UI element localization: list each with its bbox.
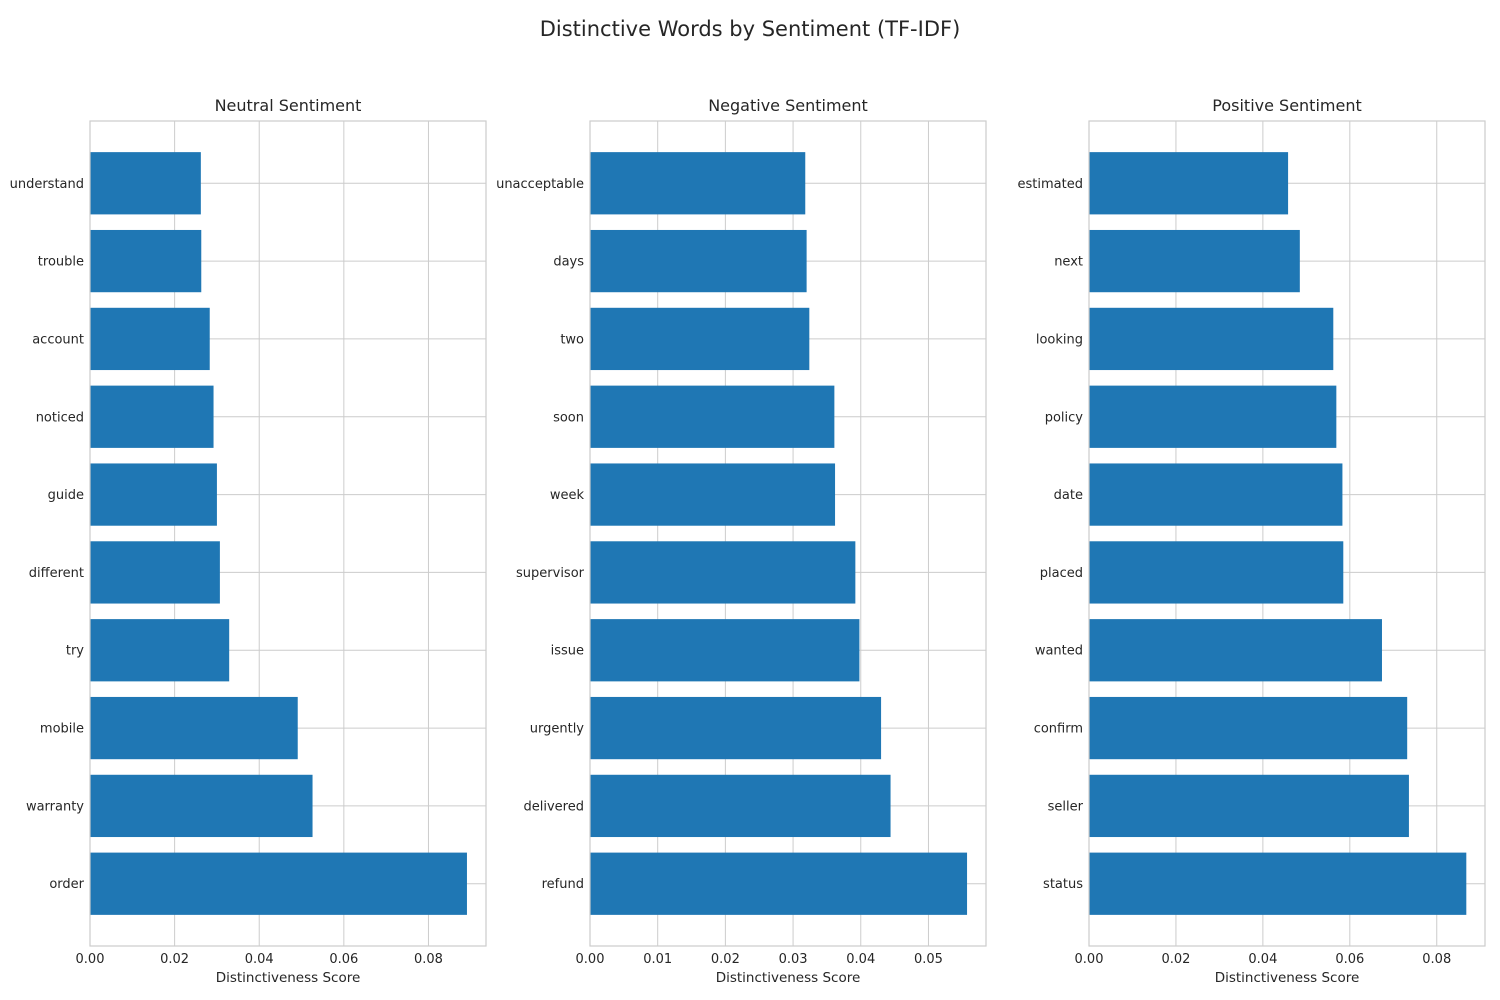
x-tick-label: 0.00	[576, 952, 605, 967]
bar-days	[590, 229, 807, 293]
y-tick-label: account	[32, 332, 84, 347]
bar-refund	[590, 852, 968, 915]
y-tick-label: mobile	[40, 722, 84, 737]
y-tick-label: urgently	[530, 722, 585, 737]
bar-looking	[1089, 307, 1334, 371]
y-tick-label: warranty	[26, 799, 84, 814]
x-axis-label: Distinctiveness Score	[716, 970, 861, 986]
y-tick-label: seller	[1048, 799, 1084, 814]
y-tick-label: guide	[48, 488, 84, 503]
x-axis-label: Distinctiveness Score	[1215, 970, 1360, 986]
y-tick-label: confirm	[1034, 722, 1083, 737]
bar-placed	[1089, 541, 1344, 604]
y-tick-label: try	[66, 644, 84, 659]
x-tick-label: 0.04	[1248, 952, 1277, 967]
axes-frame	[1088, 120, 1486, 947]
bar-seller	[1089, 774, 1409, 838]
x-tick-label: 0.03	[779, 952, 808, 967]
bar-guide	[90, 463, 217, 526]
bar-trouble	[90, 229, 202, 293]
axes-frame	[589, 120, 987, 947]
y-tick-label: days	[553, 255, 584, 270]
y-tick-label: unacceptable	[496, 177, 584, 192]
y-tick-label: wanted	[1035, 644, 1083, 659]
x-tick-label: 0.02	[160, 952, 189, 967]
bar-supervisor	[590, 541, 856, 604]
x-tick-label: 0.01	[643, 952, 672, 967]
bar-understand	[90, 152, 201, 215]
chart-neutral: understand trouble account noticed guide diff…	[10, 96, 487, 986]
y-tick-label: next	[1054, 255, 1083, 270]
bar-different	[90, 541, 220, 604]
x-tick-label: 0.08	[1422, 952, 1451, 967]
y-tick-label: delivered	[524, 799, 584, 814]
bar-mobile	[90, 696, 298, 760]
axes-frame	[89, 120, 487, 947]
bar-issue	[590, 619, 860, 682]
bar-wanted	[1089, 619, 1382, 682]
chart-negative: unacceptable days two soon week supervisor iss…	[496, 96, 987, 986]
y-tick-label: understand	[10, 177, 84, 192]
bar-policy	[1089, 385, 1337, 448]
y-tick-label: placed	[1040, 566, 1083, 581]
y-tick-label: status	[1043, 877, 1083, 892]
x-axis-label: Distinctiveness Score	[216, 970, 361, 986]
y-tick-label: trouble	[38, 255, 84, 270]
bar-warranty	[90, 774, 313, 838]
y-tick-label: order	[49, 877, 84, 892]
x-tick-label: 0.04	[846, 952, 875, 967]
y-tick-label: refund	[542, 877, 584, 892]
bar-confirm	[1089, 696, 1408, 760]
bar-soon	[590, 385, 835, 448]
y-tick-label: week	[550, 488, 585, 503]
y-tick-label: supervisor	[516, 566, 585, 581]
x-tick-label: 0.06	[1335, 952, 1364, 967]
x-tick-label: 0.04	[245, 952, 274, 967]
y-tick-label: looking	[1036, 332, 1083, 347]
y-tick-label: noticed	[36, 410, 84, 425]
x-tick-label: 0.02	[711, 952, 740, 967]
y-tick-label: soon	[553, 410, 584, 425]
bar-noticed	[90, 385, 214, 448]
bar-delivered	[590, 774, 891, 838]
bar-date	[1089, 463, 1343, 526]
x-tick-label: 0.02	[1161, 952, 1190, 967]
y-tick-label: different	[29, 566, 84, 581]
bar-estimated	[1089, 152, 1289, 215]
chart-title: Neutral Sentiment	[215, 96, 362, 115]
bar-status	[1089, 852, 1467, 915]
bar-try	[90, 619, 230, 682]
x-tick-label: 0.05	[914, 952, 943, 967]
chart-title: Positive Sentiment	[1212, 96, 1361, 115]
bar-unacceptable	[590, 152, 806, 215]
bar-order	[90, 852, 467, 915]
bar-next	[1089, 229, 1300, 293]
bar-week	[590, 463, 836, 526]
x-tick-label: 0.00	[76, 952, 105, 967]
chart-title: Negative Sentiment	[708, 96, 868, 115]
x-tick-label: 0.08	[414, 952, 443, 967]
y-tick-label: date	[1054, 488, 1083, 503]
bar-urgently	[590, 696, 882, 760]
y-tick-label: estimated	[1018, 177, 1083, 192]
subplot-grid: understand trouble account noticed guide diff…	[10, 96, 1486, 986]
y-tick-label: policy	[1045, 410, 1084, 425]
figure-title: Distinctive Words by Sentiment (TF-IDF)	[540, 17, 961, 41]
bar-two	[590, 307, 810, 371]
y-tick-label: two	[560, 332, 584, 347]
x-tick-label: 0.00	[1075, 952, 1104, 967]
y-tick-label: issue	[551, 644, 584, 659]
chart-positive: estimated next looking policy date placed want…	[1018, 96, 1486, 986]
bar-account	[90, 307, 210, 371]
x-tick-label: 0.06	[329, 952, 358, 967]
